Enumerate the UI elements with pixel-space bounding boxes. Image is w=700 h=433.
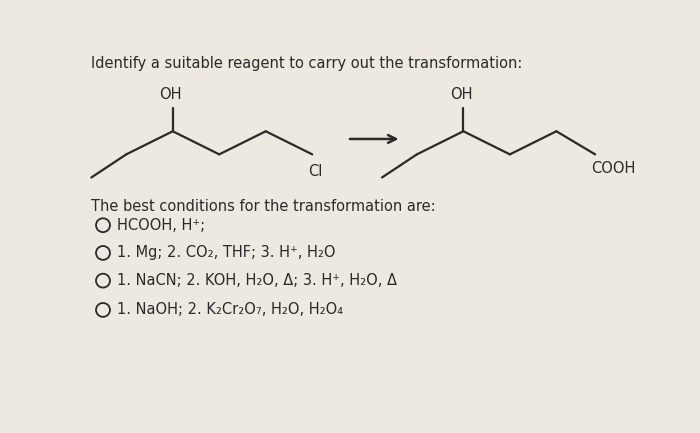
Text: 1. NaCN; 2. KOH, H₂O, Δ; 3. H⁺, H₂O, Δ: 1. NaCN; 2. KOH, H₂O, Δ; 3. H⁺, H₂O, Δ [117,273,397,288]
Text: OH: OH [160,87,182,102]
Text: COOH: COOH [592,161,636,175]
Text: HCOOH, H⁺;: HCOOH, H⁺; [117,218,205,233]
Text: OH: OH [450,87,473,102]
Text: 1. Mg; 2. CO₂, THF; 3. H⁺, H₂O: 1. Mg; 2. CO₂, THF; 3. H⁺, H₂O [117,246,335,260]
Text: Cl: Cl [309,164,323,178]
Text: 1. NaOH; 2. K₂Cr₂O₇, H₂O, H₂O₄: 1. NaOH; 2. K₂Cr₂O₇, H₂O, H₂O₄ [117,302,343,317]
Text: Identify a suitable reagent to carry out the transformation:: Identify a suitable reagent to carry out… [92,56,523,71]
Text: The best conditions for the transformation are:: The best conditions for the transformati… [92,199,436,214]
